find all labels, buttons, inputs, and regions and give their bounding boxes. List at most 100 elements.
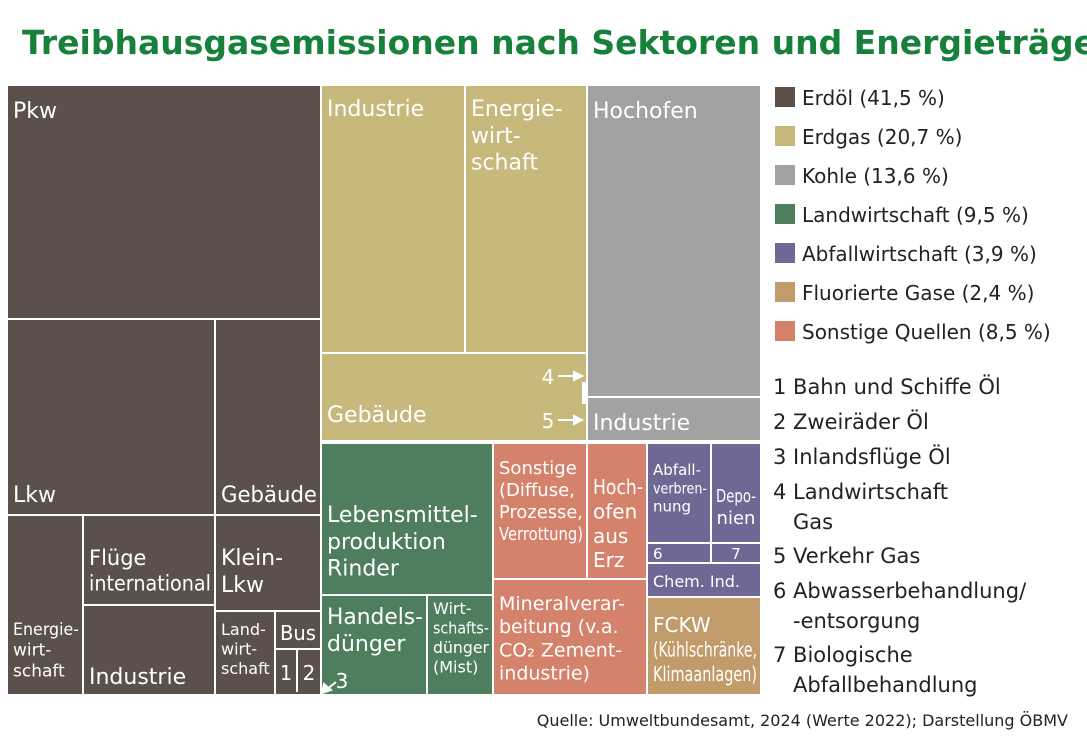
tile [588,86,760,396]
tile-label: Lkw [221,573,264,598]
note: 6 Abwasserbehandlung/ [773,579,1027,603]
tile-label: wirt- [13,641,51,661]
tile-label: schaft [13,661,65,681]
tile-label: Abfall- [653,461,701,479]
tile [494,580,646,694]
tile-label: wirt- [471,124,521,149]
tile [648,444,710,542]
tile-label: nung [653,498,691,516]
tile-label: verbren- [653,479,707,497]
tile-label: Handels- [327,605,423,630]
tile [322,86,464,352]
tile-label: Klein- [221,546,283,571]
arrow-head [320,682,333,695]
tile-label: Gebäude [221,483,317,508]
tile [84,606,214,694]
legend-label: Erdgas (20,7 %) [802,125,962,149]
tile-label: wirt- [221,640,257,659]
tile-label: Depo- [716,486,756,507]
tile-label: Klimaanlagen) [653,662,757,686]
arrow-head [573,414,585,426]
note: 7 Biologische [773,643,913,667]
tile-label: 2 [303,661,316,685]
tile [712,544,760,562]
tile-label: Flüge [89,546,146,570]
tile-label: Wirt- [433,599,472,618]
tile-label: Industrie [89,665,186,690]
legend-label: Landwirtschaft (9,5 %) [802,203,1029,227]
tile-label: aus [593,524,628,548]
tile-label: (Mist) [433,658,478,677]
tile-label: produktion [327,530,446,555]
tile-label: Lkw [13,483,56,508]
note: -entsorgung [793,609,920,633]
tile-label: Hochofen [593,99,698,124]
tile [494,444,586,578]
note: 4 Landwirtschaft [773,480,948,504]
tile-label: international [89,572,211,596]
tile-label: CO₂ Zement- [499,639,622,661]
tile [322,596,426,694]
legend-swatch [775,204,795,224]
tile [8,320,214,514]
legend-swatch [775,126,795,146]
tile [216,612,274,694]
tile-label: nien [717,508,756,529]
tile [648,564,760,596]
legend-swatch [775,87,795,107]
tile-label: Pkw [13,99,57,124]
tile [588,444,646,578]
tile-label: 6 [653,545,663,563]
note: 2 Zweiräder Öl [773,409,929,434]
tile-label: Lebensmittel- [327,503,478,528]
tile-label: dünger [433,638,489,657]
legend-label: Kohle (13,6 %) [802,164,949,188]
tile [276,612,320,648]
tile-label: schafts- [433,619,489,638]
tile-label: schaft [221,659,270,678]
annotation: 5 [542,409,555,433]
tile [648,544,710,562]
legend-label: Erdöl (41,5 %) [802,86,945,110]
tile-label: 1 [280,661,292,685]
tile-label: beitung (v.a. [499,616,619,638]
tile-label: (Diffuse, [499,480,575,501]
arrows [320,370,585,695]
annotation: 3 [336,669,349,693]
note: 3 Inlandsflüge Öl [773,444,951,469]
tile [216,320,320,514]
tile [466,86,586,352]
note: Gas [793,510,833,534]
legend-label: Sonstige Quellen (8,5 %) [802,320,1051,344]
tile [322,354,582,440]
tile-label: Energie- [471,97,563,122]
tiles: Pkw Lkw Gebäude Energie-wirt-schaft Flügeint… [8,86,760,694]
legend-swatch [775,282,795,302]
tile-label: Erz [593,548,624,572]
tile-label: industrie) [499,663,590,685]
note: 1 Bahn und Schiffe Öl [773,374,1001,399]
tile-label: dünger [327,632,406,657]
tile-label: schaft [471,151,538,176]
tile [84,516,214,604]
tile [298,650,320,692]
legend-label: Abfallwirtschaft (3,9 %) [802,242,1037,266]
tile [582,354,586,382]
tile [648,598,760,694]
tile-label: Energie- [13,620,79,640]
tile-label: Hoch- [593,475,643,499]
tile-label: Bus [280,621,316,645]
tile-label: Chem. Ind. [653,572,740,591]
tile-label: Mineralverar- [499,593,625,615]
tile [276,650,296,692]
tile [216,516,320,610]
tile [428,596,492,694]
tile-label: 7 [731,545,741,563]
note: Abfallbehandlung [793,673,977,697]
tile-label: Prozesse, [499,502,583,523]
annotation: 4 [542,365,555,389]
source: Quelle: Umweltbundesamt, 2024 (Werte 202… [537,711,1068,730]
tile-label: Industrie [327,97,424,122]
tile-label: ofen [593,499,637,523]
